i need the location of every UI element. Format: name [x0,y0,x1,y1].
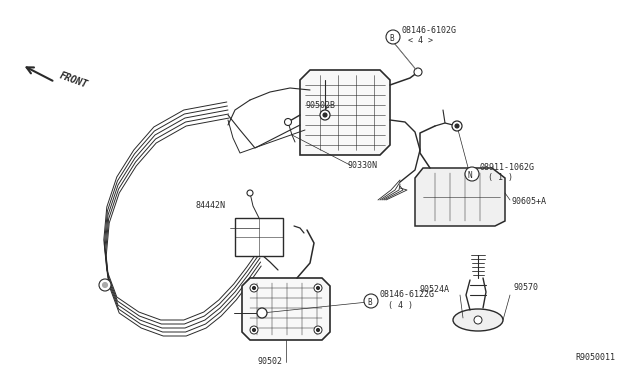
Ellipse shape [453,309,503,331]
Circle shape [414,68,422,76]
Polygon shape [242,278,330,340]
Text: 90502: 90502 [258,357,283,366]
Text: 08146-6122G: 08146-6122G [379,290,434,299]
Text: R9050011: R9050011 [575,353,615,362]
Circle shape [364,294,378,308]
Text: ( 1 ): ( 1 ) [488,173,513,182]
Text: FRONT: FRONT [58,71,89,90]
Circle shape [257,308,267,318]
Circle shape [285,119,291,125]
Text: 90570: 90570 [513,283,538,292]
Text: B: B [389,34,394,43]
Text: 90605+A: 90605+A [512,197,547,206]
Text: < 4 >: < 4 > [408,36,433,45]
Text: B: B [367,298,372,307]
Text: ( 4 ): ( 4 ) [388,301,413,310]
Circle shape [317,286,319,289]
Polygon shape [415,168,505,226]
Text: 90330N: 90330N [347,161,377,170]
Text: 90524A: 90524A [420,285,450,294]
Circle shape [247,190,253,196]
Text: 90502B: 90502B [306,101,336,110]
Circle shape [250,284,258,292]
Circle shape [314,284,322,292]
Text: 84442N: 84442N [196,201,226,210]
Circle shape [253,286,255,289]
Text: N: N [468,171,472,180]
Circle shape [320,110,330,120]
Text: 08911-1062G: 08911-1062G [480,163,535,172]
Circle shape [474,316,482,324]
Polygon shape [300,70,390,155]
Circle shape [253,328,255,331]
Circle shape [314,326,322,334]
Circle shape [102,282,108,288]
Bar [235,218,283,256]
Text: 08146-6102G: 08146-6102G [401,26,456,35]
Circle shape [452,121,462,131]
Circle shape [250,326,258,334]
Circle shape [99,279,111,291]
Circle shape [323,113,327,117]
Circle shape [455,124,459,128]
Circle shape [386,30,400,44]
Circle shape [465,167,479,181]
Circle shape [317,328,319,331]
